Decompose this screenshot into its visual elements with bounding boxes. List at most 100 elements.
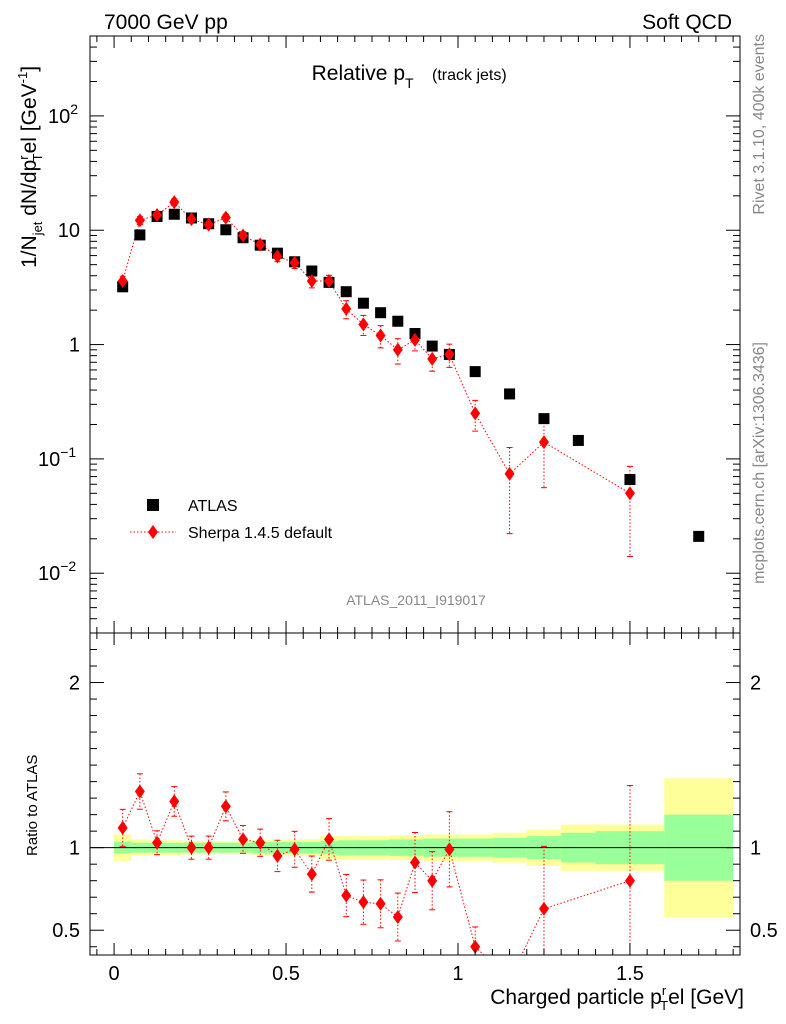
ratio-y-tick-label: 2 [69, 673, 80, 695]
axes: 0 0.5 1 1.5 102 10 1 10−1 10−2 0.5 0.5 1 1 2 2 [38, 35, 778, 985]
atlas-point [134, 229, 146, 241]
y-label-e: T [30, 153, 45, 161]
header-right: Soft QCD [642, 11, 732, 34]
x-label-b: r [662, 983, 667, 998]
ratio-sherpa-point [255, 835, 266, 850]
ratio-sherpa-point [238, 832, 249, 847]
sherpa-point [375, 328, 386, 343]
ratio-series [117, 773, 635, 955]
sherpa-point [220, 210, 231, 225]
plot-title-suffix: (track jets) [432, 67, 507, 84]
ratio-sherpa-point [538, 901, 549, 916]
atlas-point [392, 315, 404, 327]
y-label-d: r [16, 155, 31, 160]
y-label-g: -1 [15, 72, 30, 84]
sherpa-line [122, 201, 631, 494]
ratio-sherpa-point [272, 848, 283, 863]
ratio-sherpa-point [624, 873, 635, 888]
sherpa-point [624, 486, 635, 501]
y-label-h: ] [18, 66, 41, 72]
sherpa-point [238, 228, 249, 243]
sherpa-point [410, 332, 420, 347]
x-label-d: el [GeV] [668, 986, 744, 1009]
sherpa-point [444, 347, 455, 362]
x-tick-label: 1.5 [616, 963, 644, 985]
atlas-point [624, 474, 636, 486]
ratio-y-tick-label-right: 2 [750, 673, 761, 695]
atlas-point [340, 286, 352, 298]
sherpa-point [134, 213, 145, 228]
y-axis-label: 1/Njet dN/dprTel [GeV-1] [15, 66, 45, 268]
atlas-point [168, 208, 180, 220]
sherpa-point [504, 466, 515, 481]
atlas-point [306, 265, 318, 277]
x-tick-label: 0 [109, 963, 120, 985]
plot-title-subscript: T [405, 75, 414, 91]
y-label-f: el [GeV [18, 83, 41, 153]
ratio-y-tick-label: 1 [69, 838, 80, 860]
ratio-sherpa-point [289, 842, 300, 857]
sherpa-point [358, 317, 369, 332]
atlas-point [693, 530, 705, 542]
analysis-label: ATLAS_2011_I919017 [346, 592, 486, 608]
ratio-sherpa-point [220, 799, 231, 814]
ratio-sherpa-point [152, 835, 163, 850]
ratio-sherpa-point [186, 840, 197, 855]
ratio-sherpa-point [134, 784, 145, 799]
x-tick-label: 0.5 [272, 963, 300, 985]
atlas-point [426, 340, 438, 352]
sherpa-point [255, 237, 266, 252]
x-label-c: T [660, 998, 668, 1013]
atlas-point [375, 307, 387, 319]
y-label-a: 1/N [18, 235, 41, 268]
ratio-y-tick-label-right: 0.5 [750, 920, 778, 942]
legend-sherpa-label: Sherpa 1.4.5 default [188, 525, 333, 542]
sherpa-point [427, 351, 438, 366]
y-tick-label: 1 [69, 335, 80, 357]
plot-title: Relative p [312, 62, 405, 85]
header-left: 7000 GeV pp [104, 11, 228, 34]
y-label-b: jet [30, 221, 45, 236]
sherpa-point [470, 406, 481, 421]
ratio-sherpa-point [392, 910, 403, 925]
ratio-sherpa-point [169, 794, 180, 809]
ratio-sherpa-point [410, 855, 420, 870]
ratio-sherpa-line [122, 790, 631, 955]
ratio-sherpa-point [341, 888, 352, 903]
atlas-point [357, 297, 369, 309]
x-label-a: Charged particle p [490, 986, 662, 1009]
ratio-sherpa-point [470, 939, 481, 954]
mcplots-label: mcplots.cern.ch [arXiv:1306.3436] [751, 342, 768, 584]
sherpa-point [117, 273, 128, 288]
ratio-sherpa-point [375, 896, 386, 911]
y-tick-label: 10−2 [38, 558, 76, 585]
ratio-sherpa-point [324, 832, 335, 847]
atlas-point [469, 366, 481, 378]
sherpa-point [306, 273, 317, 288]
atlas-point [572, 434, 584, 446]
ratio-frame [89, 632, 741, 956]
svg-text:1/Njet dN/dprTel [GeV-1]: 1/Njet dN/dprTel [GeV-1] [15, 66, 45, 268]
legend-atlas-marker [147, 499, 159, 511]
y-tick-label: 10 [58, 220, 80, 242]
ratio-sherpa-point [358, 895, 369, 910]
ratio-sherpa-point [306, 867, 317, 882]
ratio-y-tick-label-right: 1 [750, 838, 761, 860]
sherpa-point [203, 217, 214, 232]
atlas-point [504, 388, 516, 400]
ratio-sherpa-point [427, 873, 438, 888]
main-panel [117, 195, 705, 558]
legend-atlas-label: ATLAS [188, 498, 238, 515]
y-label-c: dN/dp [18, 160, 41, 222]
ratio-panel [90, 773, 740, 955]
sherpa-point [341, 301, 352, 316]
y-tick-label: 102 [48, 101, 78, 128]
x-axis-label: Charged particle pr Tel [GeV] [490, 983, 744, 1013]
sherpa-point [169, 195, 180, 210]
sherpa-point [272, 249, 283, 264]
ratio-sherpa-point [117, 820, 128, 835]
ratio-sherpa-point [203, 840, 214, 855]
rivet-label: Rivet 3.1.10, 400k events [751, 34, 768, 215]
ratio-sherpa-point [444, 842, 455, 857]
